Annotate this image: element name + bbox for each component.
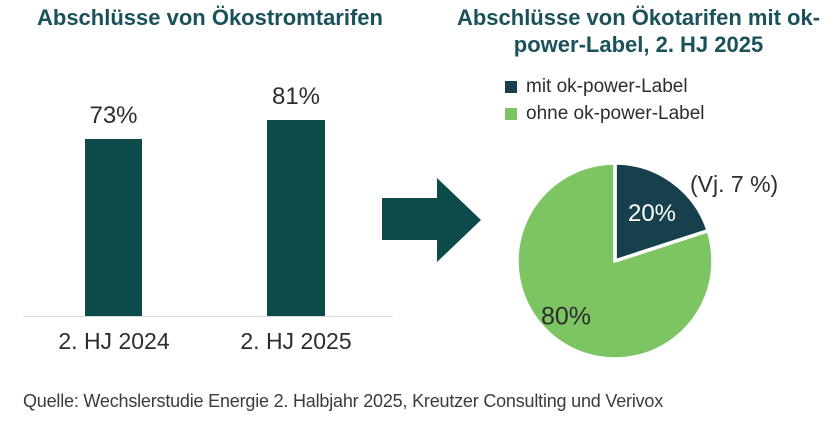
bar-plot-area: 73% 81% 2. HJ 2024 2. HJ 2025 bbox=[23, 83, 393, 354]
pie-annotation-vorjahr: (Vj. 7 %) bbox=[690, 171, 779, 197]
legend-item-ohne-ok-power: ohne ok-power-Label bbox=[505, 104, 705, 124]
bar-2hj2025 bbox=[267, 120, 325, 316]
bar-2hj2024 bbox=[85, 139, 142, 316]
pie-chart: 20% 80% bbox=[505, 151, 725, 371]
pie-slice-ohne-ok-power bbox=[515, 161, 715, 361]
pie-legend: mit ok-power-Label ohne ok-power-Label bbox=[505, 77, 705, 131]
bar-chart-title: Abschlüsse von Ökostromtarifen bbox=[37, 5, 383, 30]
pie-slice-label-dark: 20% bbox=[627, 200, 677, 227]
bar-category-label: 2. HJ 2025 bbox=[240, 328, 352, 354]
pie-chart-title: Abschlüsse von Ökotarifen mit ok- power-… bbox=[440, 4, 837, 58]
arrow-right-shape bbox=[382, 178, 481, 262]
bar-category-label: 2. HJ 2024 bbox=[58, 328, 170, 354]
bar-value-label: 81% bbox=[271, 83, 321, 110]
arrow-right-icon bbox=[380, 177, 482, 263]
legend-label: mit ok-power-Label bbox=[526, 76, 688, 97]
pie-slice-label-green: 80% bbox=[540, 302, 592, 331]
bar-value-label: 73% bbox=[89, 102, 138, 129]
legend-item-mit-ok-power: mit ok-power-Label bbox=[505, 77, 705, 97]
source-note: Quelle: Wechslerstudie Energie 2. Halbja… bbox=[23, 391, 664, 411]
pie-chart-title-line2: power-Label, 2. HJ 2025 bbox=[513, 32, 764, 57]
legend-swatch-dark-icon bbox=[505, 81, 517, 93]
pie-chart-title-line1: Abschlüsse von Ökotarifen mit ok- bbox=[456, 5, 821, 30]
legend-label: ohne ok-power-Label bbox=[526, 103, 705, 124]
legend-swatch-green-icon bbox=[505, 108, 517, 120]
